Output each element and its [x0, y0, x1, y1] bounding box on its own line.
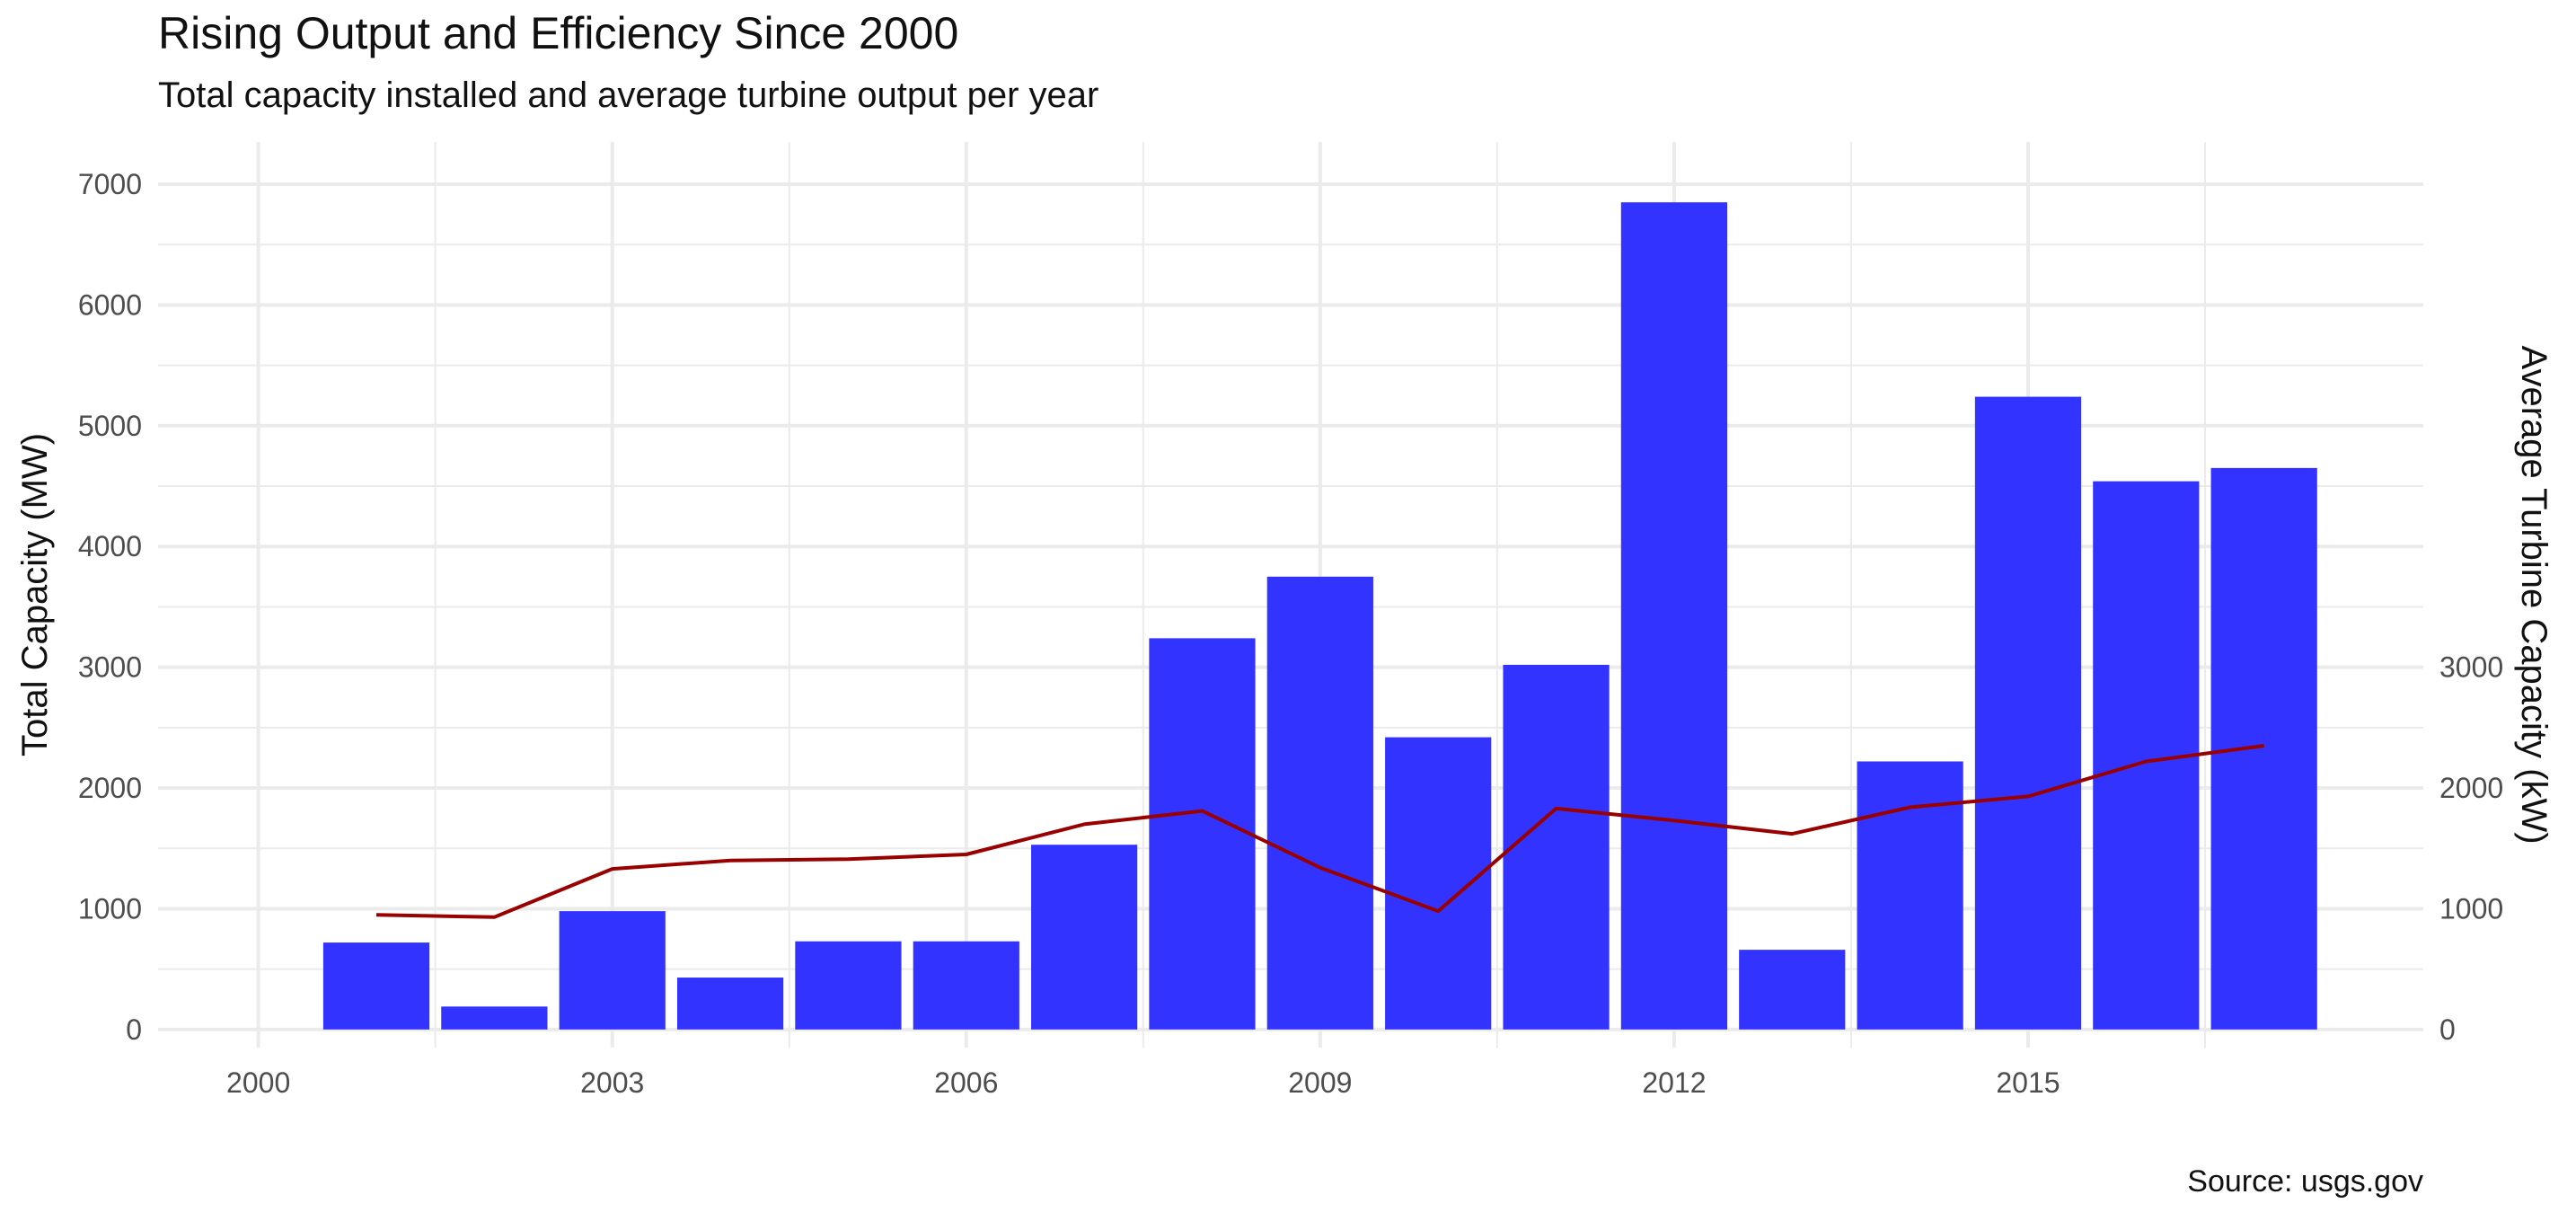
bar-2009 [1266, 576, 1373, 1030]
average-output-line [375, 744, 2264, 919]
bar-2005 [795, 941, 902, 1030]
y-tick-label: 7000 [78, 168, 142, 200]
x-tick-label: 2006 [934, 1066, 998, 1099]
x-tick-label: 2009 [1288, 1066, 1352, 1099]
bar-2002 [441, 1006, 548, 1030]
bar-2015 [1974, 396, 2082, 1030]
axis-ticks: 0 1000 2000 3000 4000 5000 6000 7000 0 1000 2000 30… [78, 168, 2503, 1099]
chart-title: Rising Output and Efficiency Since 2000 [158, 8, 959, 58]
bar-2003 [559, 911, 666, 1030]
bar-2007 [1031, 845, 1138, 1030]
secondary-y-axis-title: Average Turbine Capacity (kW) [2514, 345, 2554, 844]
x-tick-label: 2003 [580, 1066, 644, 1099]
bar-2008 [1149, 638, 1256, 1030]
y2-tick-label: 2000 [2439, 772, 2503, 804]
bar-2013 [1739, 950, 1846, 1030]
y-tick-label: 2000 [78, 772, 142, 804]
y2-tick-label: 1000 [2439, 892, 2503, 925]
bar-2011 [1503, 664, 1610, 1030]
capacity-bars [322, 202, 2317, 1030]
bar-2010 [1385, 737, 1492, 1030]
x-tick-label: 2012 [1642, 1066, 1706, 1099]
bar-2017 [2210, 467, 2317, 1030]
y-tick-label: 6000 [78, 288, 142, 321]
y2-tick-label: 3000 [2439, 651, 2503, 684]
y-tick-label: 3000 [78, 651, 142, 684]
bar-2001 [322, 942, 430, 1030]
x-tick-label: 2015 [1996, 1066, 2060, 1099]
y-tick-label: 4000 [78, 530, 142, 562]
bar-2012 [1620, 202, 1728, 1030]
bar-2004 [676, 978, 784, 1030]
chart-caption: Source: usgs.gov [2187, 1164, 2423, 1199]
y-tick-label: 0 [126, 1013, 142, 1046]
x-tick-label: 2000 [226, 1066, 290, 1099]
y-tick-label: 1000 [78, 892, 142, 925]
chart-subtitle: Total capacity installed and average tur… [158, 75, 1099, 115]
bar-2014 [1857, 761, 1963, 1030]
bar-2006 [913, 941, 1019, 1030]
average-output-series-line [375, 744, 2264, 919]
y2-tick-label: 0 [2439, 1013, 2456, 1046]
y-axis-title: Total Capacity (MW) [15, 433, 55, 756]
y-tick-label: 5000 [78, 410, 142, 442]
